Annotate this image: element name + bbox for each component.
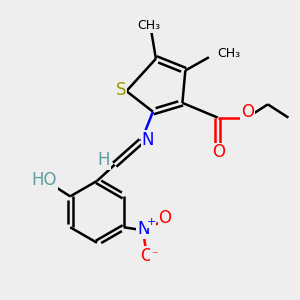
Text: +: + — [146, 217, 156, 227]
Text: O: O — [212, 143, 225, 161]
Text: CH₃: CH₃ — [217, 47, 240, 60]
Text: H: H — [97, 151, 110, 169]
Text: S: S — [116, 81, 126, 99]
Text: O: O — [241, 103, 254, 121]
Text: ⁻: ⁻ — [151, 249, 158, 262]
Text: N: N — [141, 131, 154, 149]
Text: CH₃: CH₃ — [137, 19, 160, 32]
Text: N: N — [137, 220, 150, 238]
Text: O: O — [140, 247, 153, 265]
Text: O: O — [158, 209, 172, 227]
Text: HO: HO — [32, 171, 57, 189]
